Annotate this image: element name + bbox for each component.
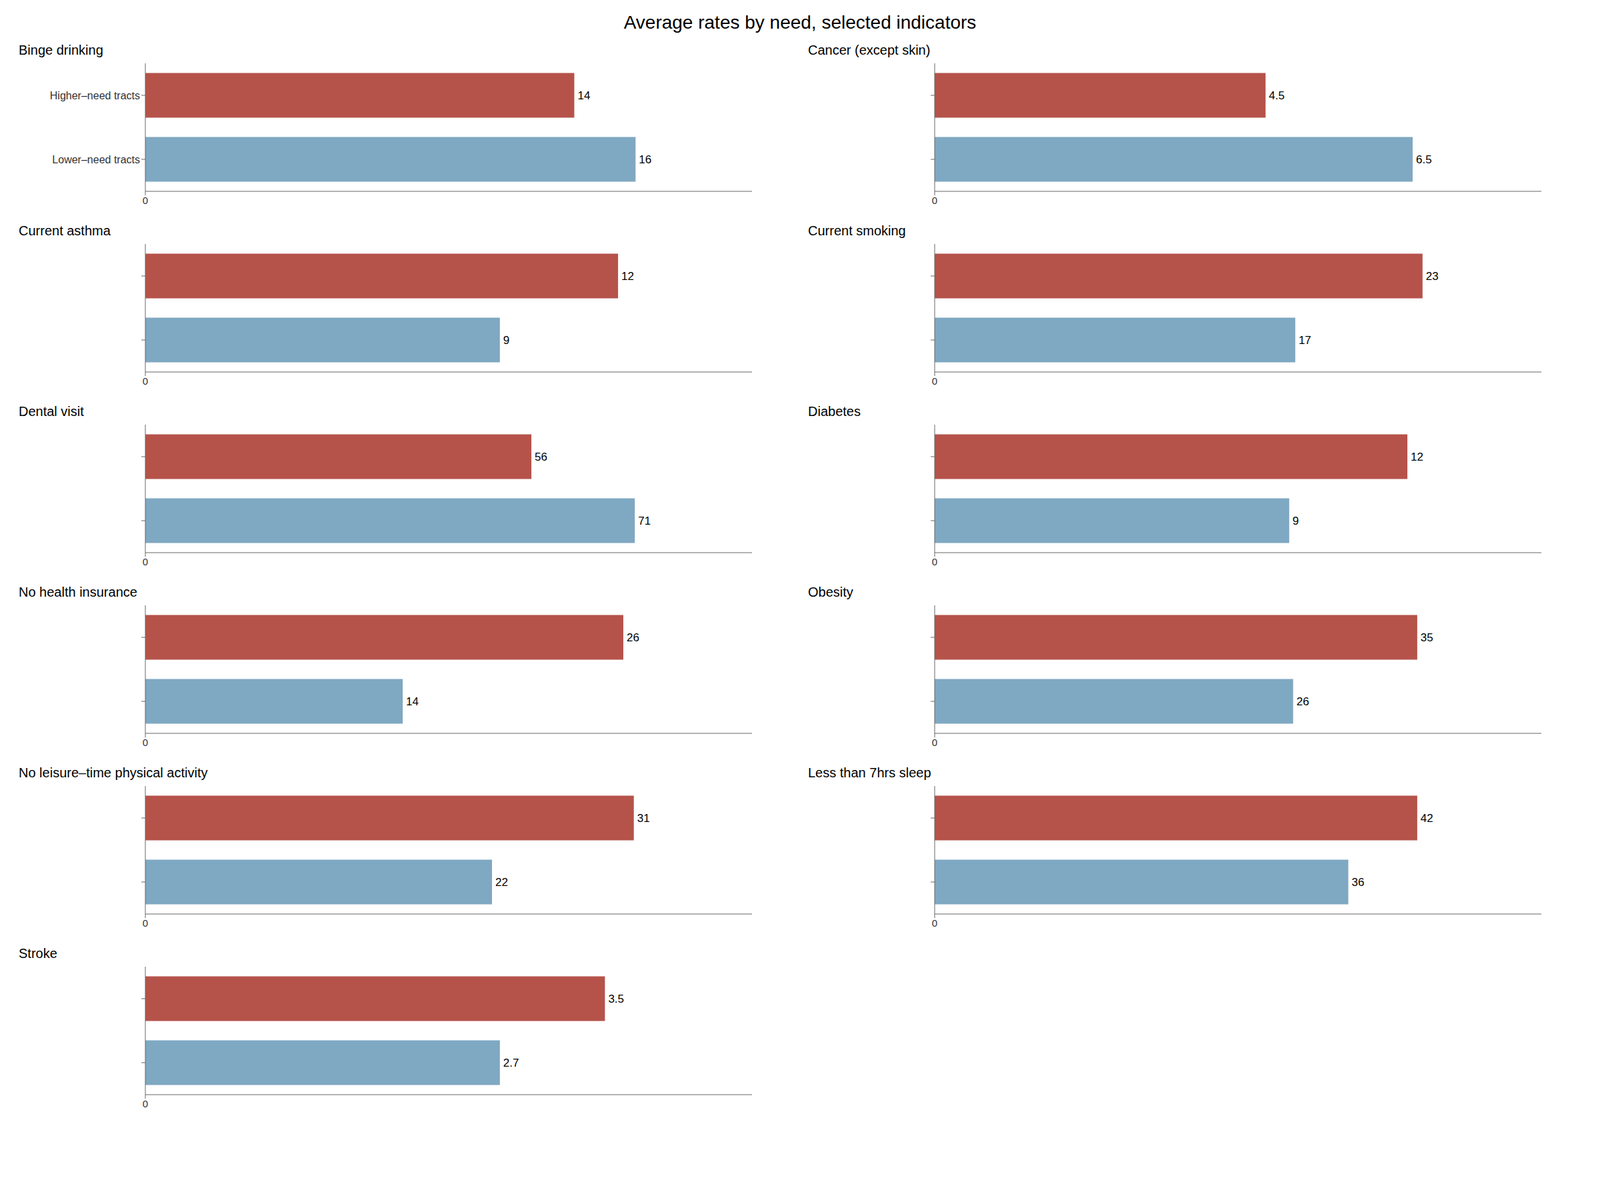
svg-text:2.7: 2.7 <box>503 1056 520 1070</box>
svg-text:36: 36 <box>1351 876 1364 889</box>
svg-text:9: 9 <box>503 334 510 347</box>
svg-text:0: 0 <box>932 917 938 929</box>
svg-text:Higher–need tracts: Higher–need tracts <box>50 90 140 102</box>
html-text:No health insurance: No health insurance <box>18 584 138 600</box>
svg-text:17: 17 <box>1298 334 1312 347</box>
svg-text:0: 0 <box>142 1098 148 1110</box>
svg-text:22: 22 <box>495 876 508 889</box>
html-text:Average rates by need, selecte: Average rates by need, selected indicato… <box>623 12 977 33</box>
svg-text:42: 42 <box>1420 812 1434 825</box>
svg-text:23: 23 <box>1426 270 1439 283</box>
svg-text:0: 0 <box>142 194 148 206</box>
html-text:Less than 7hrs sleep: Less than 7hrs sleep <box>808 765 932 780</box>
html-text:Cancer (except skin): Cancer (except skin) <box>808 42 931 58</box>
svg-text:6.5: 6.5 <box>1416 153 1432 166</box>
html-text:Stroke: Stroke <box>18 946 58 961</box>
html-text:Dental visit: Dental visit <box>18 404 84 419</box>
svg-text:3.5: 3.5 <box>608 992 624 1006</box>
svg-text:0: 0 <box>142 375 148 387</box>
svg-text:26: 26 <box>626 631 640 644</box>
svg-text:9: 9 <box>1292 514 1299 528</box>
html-text:Current smoking: Current smoking <box>808 223 906 238</box>
svg-text:0: 0 <box>932 375 938 387</box>
html-text:Binge drinking: Binge drinking <box>18 42 104 58</box>
svg-text:Lower–need tracts: Lower–need tracts <box>52 154 140 166</box>
svg-text:26: 26 <box>1296 695 1310 708</box>
svg-text:56: 56 <box>534 450 548 464</box>
svg-text:14: 14 <box>577 89 590 102</box>
svg-text:35: 35 <box>1420 631 1434 644</box>
svg-text:0: 0 <box>142 736 148 748</box>
svg-text:71: 71 <box>638 514 651 528</box>
html-text:Current asthma: Current asthma <box>18 223 111 238</box>
svg-text:12: 12 <box>1410 450 1424 464</box>
svg-text:4.5: 4.5 <box>1268 89 1285 102</box>
svg-text:0: 0 <box>142 556 148 568</box>
html-text:Diabetes: Diabetes <box>808 404 861 419</box>
svg-text:0: 0 <box>932 194 938 206</box>
svg-text:0: 0 <box>142 917 148 929</box>
svg-text:0: 0 <box>932 556 938 568</box>
html-text:Obesity: Obesity <box>808 584 854 600</box>
html-text:No leisure–time physical activ: No leisure–time physical activity <box>18 765 208 780</box>
svg-text:0: 0 <box>932 736 938 748</box>
svg-text:31: 31 <box>637 812 650 825</box>
svg-text:12: 12 <box>621 270 634 283</box>
svg-text:16: 16 <box>638 153 652 166</box>
svg-text:14: 14 <box>406 695 419 708</box>
